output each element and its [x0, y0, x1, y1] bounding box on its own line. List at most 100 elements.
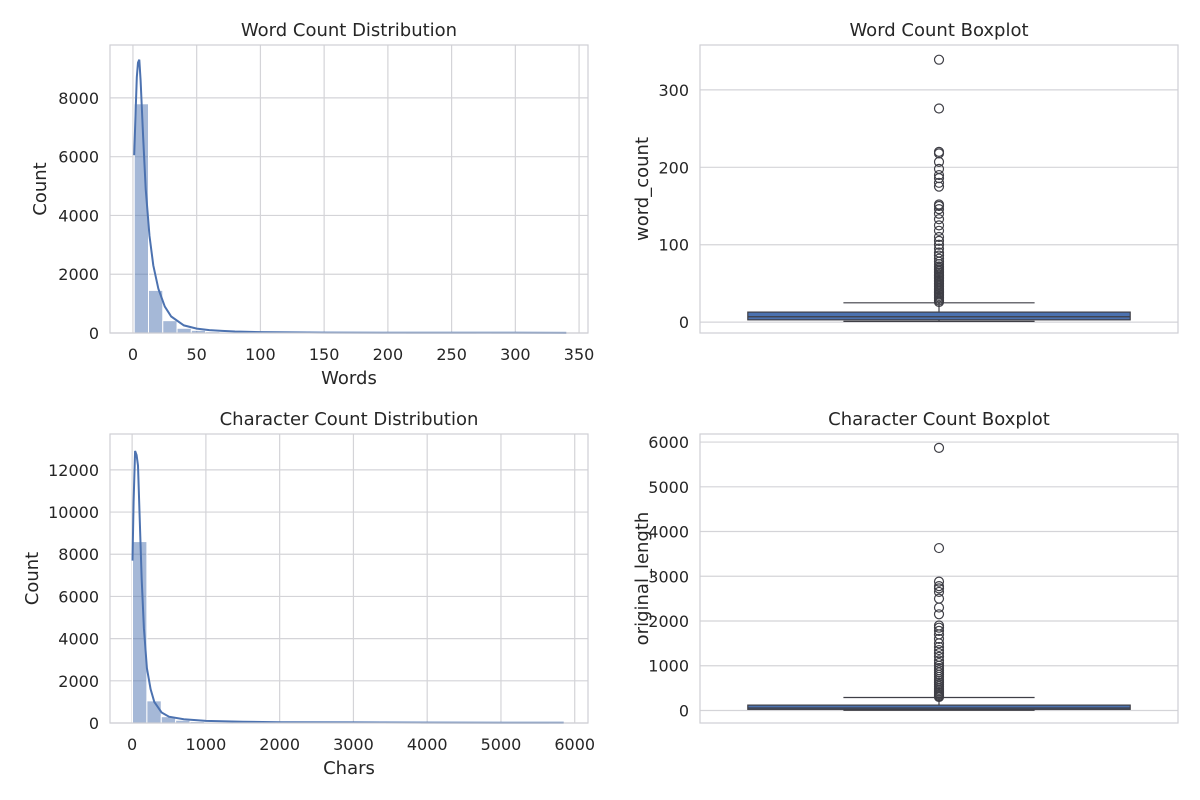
x-tick-label: 1000 [186, 735, 227, 754]
x-tick-label: 150 [309, 345, 340, 364]
plot-frame [699, 44, 1179, 334]
y-axis-label: original_length [632, 512, 653, 646]
y-tick-label: 0 [89, 714, 99, 733]
x-tick-label: 6000 [554, 735, 595, 754]
outlier-point [933, 442, 945, 453]
y-tick-label: 6000 [58, 587, 99, 606]
iqr-box [747, 311, 1131, 321]
y-tick-label: 2000 [648, 612, 689, 631]
x-axis-label: Words [321, 368, 377, 389]
y-tick-label: 8000 [58, 545, 99, 564]
outlier-point [933, 199, 945, 210]
y-tick-label: 0 [679, 701, 689, 720]
x-tick-label: 300 [500, 345, 531, 364]
x-tick-label: 5000 [481, 735, 522, 754]
outlier-point [933, 220, 945, 231]
x-tick-label: 200 [373, 345, 404, 364]
outlier-point [933, 641, 945, 653]
outlier-point [933, 651, 945, 662]
x-tick-label: 250 [436, 345, 467, 364]
x-tick-label: 4000 [407, 735, 448, 754]
x-tick-label: 3000 [333, 735, 374, 754]
x-tick-label: 0 [127, 735, 137, 754]
y-axis-label: word_count [632, 137, 653, 241]
char-count-histogram-panel: 0 2000 4000 6000 8000 10000 12000 0 1000 2000 3000… [22, 409, 595, 779]
iqr-box [747, 704, 1131, 710]
histogram-bar [133, 103, 149, 334]
x-tick-label: 2000 [259, 735, 300, 754]
outlier-point [933, 250, 945, 261]
y-tick-label: 6000 [648, 433, 689, 452]
outlier-point [933, 586, 945, 598]
outlier-point [933, 655, 945, 666]
y-tick-label: 4000 [58, 206, 99, 225]
outlier-point [933, 648, 945, 659]
y-axis-label: Count [30, 162, 51, 215]
x-axis-label: Chars [323, 758, 375, 779]
y-tick-label: 5000 [648, 478, 689, 497]
y-tick-label: 300 [658, 81, 689, 100]
outlier-point [933, 146, 945, 157]
y-tick-label: 8000 [58, 89, 99, 108]
outlier-point [933, 231, 945, 243]
chart-title: Character Count Boxplot [828, 409, 1050, 430]
outlier-point [933, 576, 945, 587]
y-tick-label: 3000 [648, 567, 689, 586]
outlier-point [933, 243, 945, 254]
outlier-point [933, 103, 945, 114]
x-tick-label: 50 [186, 345, 206, 364]
y-tick-label: 200 [658, 158, 689, 177]
y-tick-label: 2000 [58, 672, 99, 691]
outlier-point [933, 593, 945, 604]
chart-title: Word Count Distribution [241, 20, 457, 41]
histogram-bar [146, 700, 162, 724]
x-tick-label: 350 [564, 345, 595, 364]
histogram-bar [176, 327, 192, 334]
outlier-point [933, 633, 945, 644]
y-axis-label: Count [22, 552, 43, 605]
y-tick-label: 100 [658, 236, 689, 255]
histogram-bar [162, 320, 178, 334]
char-count-boxplot-panel: 0 1000 2000 3000 4000 5000 6000 Character Coun… [632, 409, 1179, 724]
plot-frame [699, 433, 1179, 724]
outlier-point [933, 253, 945, 264]
outlier-point [933, 657, 945, 669]
chart-title: Word Count Boxplot [849, 20, 1028, 41]
outlier-point [933, 644, 945, 656]
x-tick-label: 0 [128, 345, 138, 364]
outlier-point [933, 204, 945, 215]
plot-frame [109, 44, 589, 334]
x-tick-label: 100 [245, 345, 276, 364]
outlier-point [933, 609, 945, 620]
outlier-point [933, 602, 945, 613]
outlier-point [933, 620, 945, 631]
outlier-point [933, 54, 945, 65]
outlier-point [933, 247, 945, 258]
y-tick-label: 6000 [58, 148, 99, 167]
outlier-point [933, 235, 945, 246]
y-tick-label: 0 [679, 313, 689, 332]
outlier-point [933, 625, 945, 636]
kde-curve [133, 59, 567, 334]
y-tick-label: 12000 [48, 461, 99, 480]
outlier-point [933, 163, 945, 174]
y-tick-label: 2000 [58, 265, 99, 284]
outlier-point [933, 169, 945, 181]
plot-frame [109, 433, 589, 724]
outlier-point [933, 156, 945, 168]
y-tick-label: 1000 [648, 657, 689, 676]
word-count-histogram-panel: 0 2000 4000 6000 8000 0 50 100 150 200 250 300 350 W… [30, 20, 594, 389]
outlier-point [933, 239, 945, 250]
word-count-boxplot-panel: 0 100 200 300 Word Count Boxplot word_count [632, 20, 1179, 334]
y-tick-label: 10000 [48, 503, 99, 522]
y-tick-label: 4000 [58, 630, 99, 649]
y-tick-label: 0 [89, 324, 99, 343]
outlier-point [933, 542, 945, 554]
kde-curve [131, 450, 564, 724]
outlier-point [933, 581, 945, 592]
y-tick-label: 4000 [648, 523, 689, 542]
outlier-point [933, 177, 945, 188]
outlier-point [933, 214, 945, 225]
outlier-point [933, 225, 945, 236]
